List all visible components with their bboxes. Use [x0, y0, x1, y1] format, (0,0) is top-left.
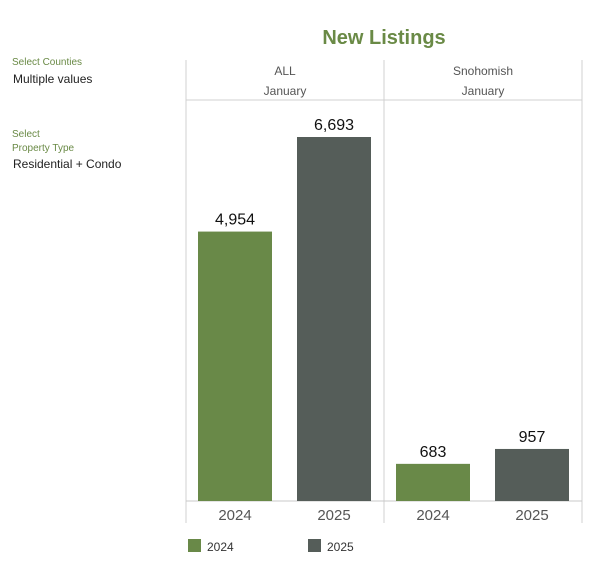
counties-filter-label: Select Counties [12, 57, 83, 68]
panel-header: ALL [274, 64, 296, 78]
x-tick-label: 2024 [416, 507, 449, 524]
bar [396, 463, 470, 501]
bar [495, 448, 569, 501]
legend-swatch [188, 539, 201, 552]
property-type-filter-value[interactable]: Residential + Condo [13, 157, 122, 171]
property-type-label-line1: Select [12, 129, 40, 140]
x-tick-label: 2025 [515, 507, 548, 524]
legend-swatch [308, 539, 321, 552]
chart-title: New Listings [322, 27, 446, 49]
panel-subheader: January [264, 84, 307, 98]
legend-entry: 2025 [327, 540, 354, 554]
data-label: 6,693 [314, 117, 354, 134]
x-tick-label: 2024 [218, 507, 251, 524]
bar [297, 137, 371, 501]
property-type-label-line2: Property Type [12, 143, 75, 154]
data-label: 957 [519, 429, 546, 446]
x-tick-label: 2025 [317, 507, 350, 524]
panel-subheader: January [462, 84, 505, 98]
data-label: 4,954 [215, 212, 255, 229]
data-label: 683 [420, 444, 447, 461]
bar [198, 231, 272, 502]
counties-filter-value[interactable]: Multiple values [13, 72, 93, 86]
panel-header: Snohomish [453, 64, 513, 78]
legend-entry: 2024 [207, 540, 234, 554]
